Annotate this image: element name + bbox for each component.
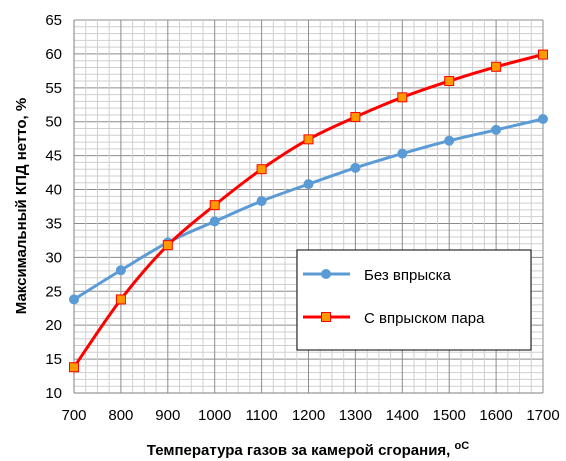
series-1-point bbox=[256, 164, 267, 175]
y-tick-label: 10 bbox=[45, 385, 62, 402]
x-tick-label: 1500 bbox=[433, 407, 466, 424]
legend-box bbox=[296, 249, 532, 351]
series-0-point bbox=[115, 265, 126, 276]
series-1-point bbox=[538, 49, 548, 60]
series-0-point bbox=[491, 124, 502, 135]
series-layer bbox=[69, 49, 548, 373]
series-1-point bbox=[162, 240, 173, 251]
series-0-point bbox=[350, 162, 361, 173]
x-tick-label: 1000 bbox=[198, 407, 231, 424]
series-0-point bbox=[538, 114, 548, 125]
series-0-point bbox=[69, 294, 79, 305]
y-tick-label: 50 bbox=[45, 114, 62, 131]
series-1-point bbox=[209, 200, 220, 211]
legend-swatch-marker-1 bbox=[321, 312, 331, 322]
x-axis-title-text: Температура газов за камерой сгорания, bbox=[147, 442, 455, 459]
x-tick-label: 1100 bbox=[245, 407, 277, 424]
y-tick-label: 45 bbox=[45, 148, 62, 165]
series-0-point bbox=[397, 148, 408, 159]
y-tick-labels: 10 15 20 25 30 35 40 45 50 55 60 65 bbox=[45, 12, 62, 402]
y-tick-label: 20 bbox=[45, 317, 62, 334]
series-0-point bbox=[209, 216, 220, 227]
y-tick-label: 55 bbox=[45, 80, 62, 97]
y-tick-label: 25 bbox=[45, 283, 62, 300]
series-1-point bbox=[350, 111, 361, 122]
y-axis-title: Максимальный КПД нетто, % bbox=[13, 98, 30, 314]
series-1-point bbox=[491, 61, 502, 72]
x-tick-label: 1400 bbox=[386, 407, 419, 424]
x-tick-label: 700 bbox=[61, 407, 86, 424]
legend-label-1: С впрыском пара bbox=[364, 310, 485, 327]
series-0-point bbox=[303, 179, 314, 190]
legend: Без впрыска С впрыском пара bbox=[296, 249, 532, 351]
series-1-point bbox=[444, 76, 455, 87]
legend-swatch-marker-0 bbox=[321, 269, 331, 279]
y-tick-label: 60 bbox=[45, 46, 62, 63]
series-1-point bbox=[303, 134, 314, 145]
series-1-point bbox=[115, 294, 126, 305]
x-tick-label: 1700 bbox=[526, 407, 559, 424]
x-tick-labels: 700 800 900 1000 1100 1200 1300 1400 1500 1600 170… bbox=[61, 407, 559, 424]
x-tick-label: 1600 bbox=[479, 407, 512, 424]
series-0-point bbox=[444, 135, 455, 146]
x-tick-label: 900 bbox=[155, 407, 180, 424]
x-tick-label: 1300 bbox=[339, 407, 372, 424]
x-tick-label: 800 bbox=[108, 407, 133, 424]
series-1-point bbox=[69, 362, 79, 373]
y-tick-label: 65 bbox=[45, 12, 62, 29]
x-axis-title-degree: oC bbox=[455, 440, 470, 452]
legend-label-0: Без впрыска bbox=[364, 267, 452, 284]
y-tick-label: 35 bbox=[45, 215, 62, 232]
x-axis-title: Температура газов за камерой сгорания, o… bbox=[147, 440, 469, 459]
series-0-point bbox=[256, 196, 267, 207]
x-tick-label: 1200 bbox=[292, 407, 325, 424]
y-tick-label: 30 bbox=[45, 249, 62, 266]
y-tick-label: 15 bbox=[45, 351, 62, 368]
series-1-point bbox=[397, 92, 408, 103]
y-tick-label: 40 bbox=[45, 182, 62, 199]
